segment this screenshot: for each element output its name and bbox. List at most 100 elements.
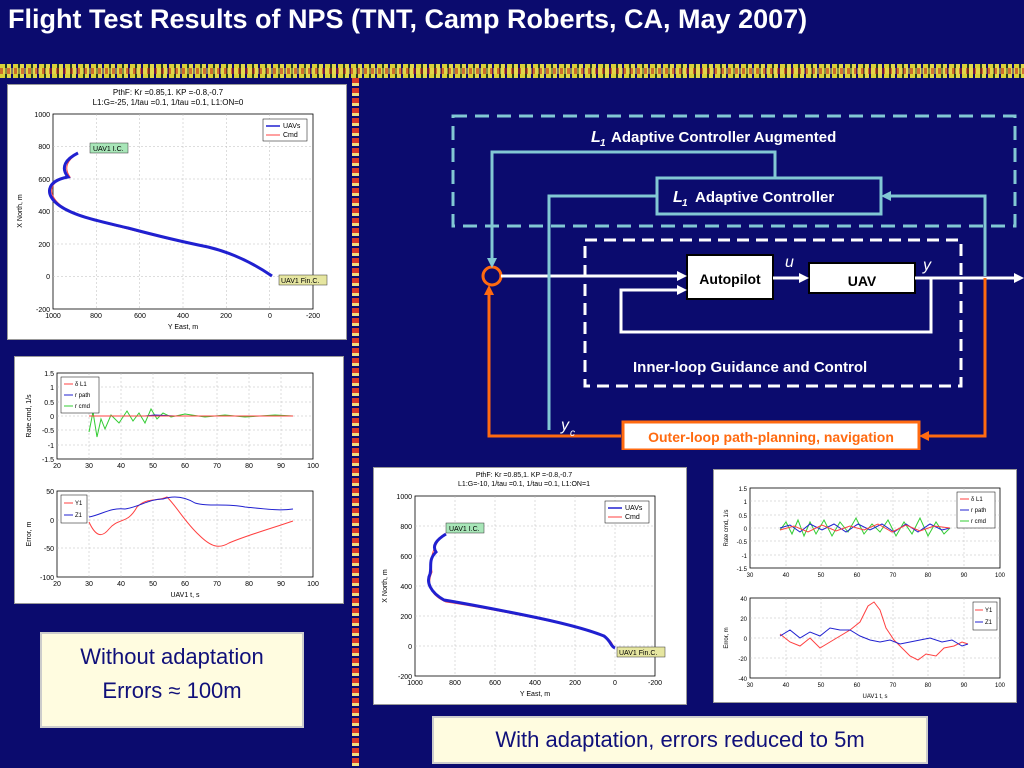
x-tick: 50 <box>149 463 157 470</box>
summing-junction <box>481 265 503 287</box>
x-axis-label: Y East, m <box>168 324 198 331</box>
adaptive-controller-label: Adaptive Controller <box>695 189 834 206</box>
legend-item: r path <box>971 508 986 514</box>
legend <box>972 601 998 631</box>
x-tick: 40 <box>783 573 790 579</box>
x-tick: 70 <box>213 581 221 588</box>
y-tick: 200 <box>400 614 412 621</box>
x-tick: 90 <box>277 463 285 470</box>
x-tick: 100 <box>995 573 1006 579</box>
y-tick: 0 <box>744 527 748 533</box>
x-tick: 80 <box>245 581 253 588</box>
x-tick: 70 <box>890 573 897 579</box>
trajectory-plot-svg: PthF: Kr =0.85,1. KP =-0.8,-0.7 L1:G=-10… <box>382 472 666 698</box>
y-tick: 0 <box>744 637 748 643</box>
x-tick: 60 <box>181 581 189 588</box>
y-tick: 0 <box>50 518 54 525</box>
y-tick: 1000 <box>34 112 50 119</box>
x-tick: 800 <box>90 313 102 320</box>
y1-error-line <box>779 601 969 661</box>
plot-header-line1: PthF: Kr =0.85,1. KP =-0.8,-0.7 <box>113 88 224 97</box>
legend-item: δ L1 <box>971 497 983 503</box>
x-tick: 50 <box>149 581 157 588</box>
x-tick: 100 <box>307 463 319 470</box>
y-tick: 0.5 <box>739 514 748 520</box>
caption-line: Without adaptation <box>80 644 264 669</box>
time-plot-svg: 1.5 1 0.5 0 -0.5 -1 -1.5 Rate cmd, 1/s δ… <box>724 487 1006 700</box>
y-tick: -1 <box>48 443 54 450</box>
outer-loop-wires <box>487 278 987 438</box>
x-tick: 90 <box>961 683 968 689</box>
rate-axis-label: Rate cmd, 1/s <box>724 509 730 546</box>
x-tick: 80 <box>245 463 253 470</box>
outer-loop-arrowheads <box>484 285 929 441</box>
x-tick: 70 <box>890 683 897 689</box>
z1-error-line <box>88 496 294 518</box>
y-tick: 400 <box>400 584 412 591</box>
legend-item: UAVs <box>625 505 643 512</box>
x-tick: 90 <box>277 581 285 588</box>
y-tick: -1.5 <box>42 457 54 464</box>
legend-item: Z1 <box>75 513 83 519</box>
error-axis-label: Error, m <box>724 627 730 648</box>
y-tick: -200 <box>36 307 50 314</box>
legend-item: Y1 <box>75 501 83 507</box>
x-tick: 1000 <box>45 313 61 320</box>
x-axis-label: UAV1 t, s <box>863 694 888 700</box>
end-tag-box <box>278 274 328 286</box>
x-tick: 70 <box>213 463 221 470</box>
y-tick: 1 <box>50 385 54 392</box>
trajectory-plot-svg: PthF: Kr =0.85,1. KP =-0.8,-0.7 L1:G=-25… <box>17 88 328 331</box>
adaptive-wires <box>490 150 987 430</box>
inner-loop-label: Inner-loop Guidance and Control <box>633 359 867 376</box>
end-tag: UAV1 Fin.C. <box>619 650 657 657</box>
y-tick: -1.5 <box>737 567 748 573</box>
y-tick: -200 <box>398 674 412 681</box>
time-plot-without-adaptation: 1.5 1 0.5 0 -0.5 -1 -1.5 Rate cmd, 1/s δ… <box>14 356 344 604</box>
vertical-divider <box>352 78 359 768</box>
end-tag: UAV1 Fin.C. <box>281 278 319 285</box>
y-tick: -40 <box>738 677 747 683</box>
uav-block <box>808 262 916 294</box>
inner-loop-box <box>583 238 963 388</box>
delta-l1-line <box>779 523 951 533</box>
start-tag: UAV1 I.C. <box>449 526 480 533</box>
x-tick: 80 <box>925 683 932 689</box>
y-tick: 800 <box>38 144 50 151</box>
y-tick: 0 <box>50 414 54 421</box>
y-tick: 1000 <box>396 494 412 501</box>
error-axis-label: Error, m <box>26 521 33 546</box>
y-tick: 200 <box>38 242 50 249</box>
x-tick: 30 <box>747 573 754 579</box>
x-tick: 40 <box>783 683 790 689</box>
uav-path <box>427 532 616 650</box>
y-tick: 0 <box>46 274 50 281</box>
l1-symbol: L <box>673 189 683 206</box>
time-plot-svg: 1.5 1 0.5 0 -0.5 -1 -1.5 Rate cmd, 1/s δ… <box>26 371 319 599</box>
yc-subscript: c <box>570 428 575 439</box>
z1-error-line <box>779 627 969 647</box>
x-tick: 30 <box>85 581 93 588</box>
x-tick: 90 <box>961 573 968 579</box>
x-tick: 200 <box>569 680 581 687</box>
x-tick: 50 <box>818 573 825 579</box>
legend-item: Cmd <box>283 132 298 139</box>
control-block-diagram: L 1 Adaptive Controller Augmented L 1 Ad… <box>451 114 1024 450</box>
y-tick: 0.5 <box>44 400 54 407</box>
augmented-label: Adaptive Controller Augmented <box>611 129 836 146</box>
x-axis-label: Y East, m <box>520 691 550 698</box>
x-tick: 30 <box>85 463 93 470</box>
yc-label: y <box>560 417 570 434</box>
x-tick: 0 <box>268 313 272 320</box>
r-cmd-line <box>779 516 951 538</box>
adaptive-augmented-box <box>451 114 1017 228</box>
l1-subscript: 1 <box>600 138 606 149</box>
autopilot-block <box>686 254 774 300</box>
legend-item: UAVs <box>283 123 301 130</box>
legend-item: δ L1 <box>75 382 87 388</box>
slide-title: Flight Test Results of NPS (TNT, Camp Ro… <box>8 4 808 34</box>
error-plot-area <box>56 490 314 578</box>
y-tick: 40 <box>740 597 747 603</box>
x-tick: 800 <box>449 680 461 687</box>
x-tick: 100 <box>307 581 319 588</box>
